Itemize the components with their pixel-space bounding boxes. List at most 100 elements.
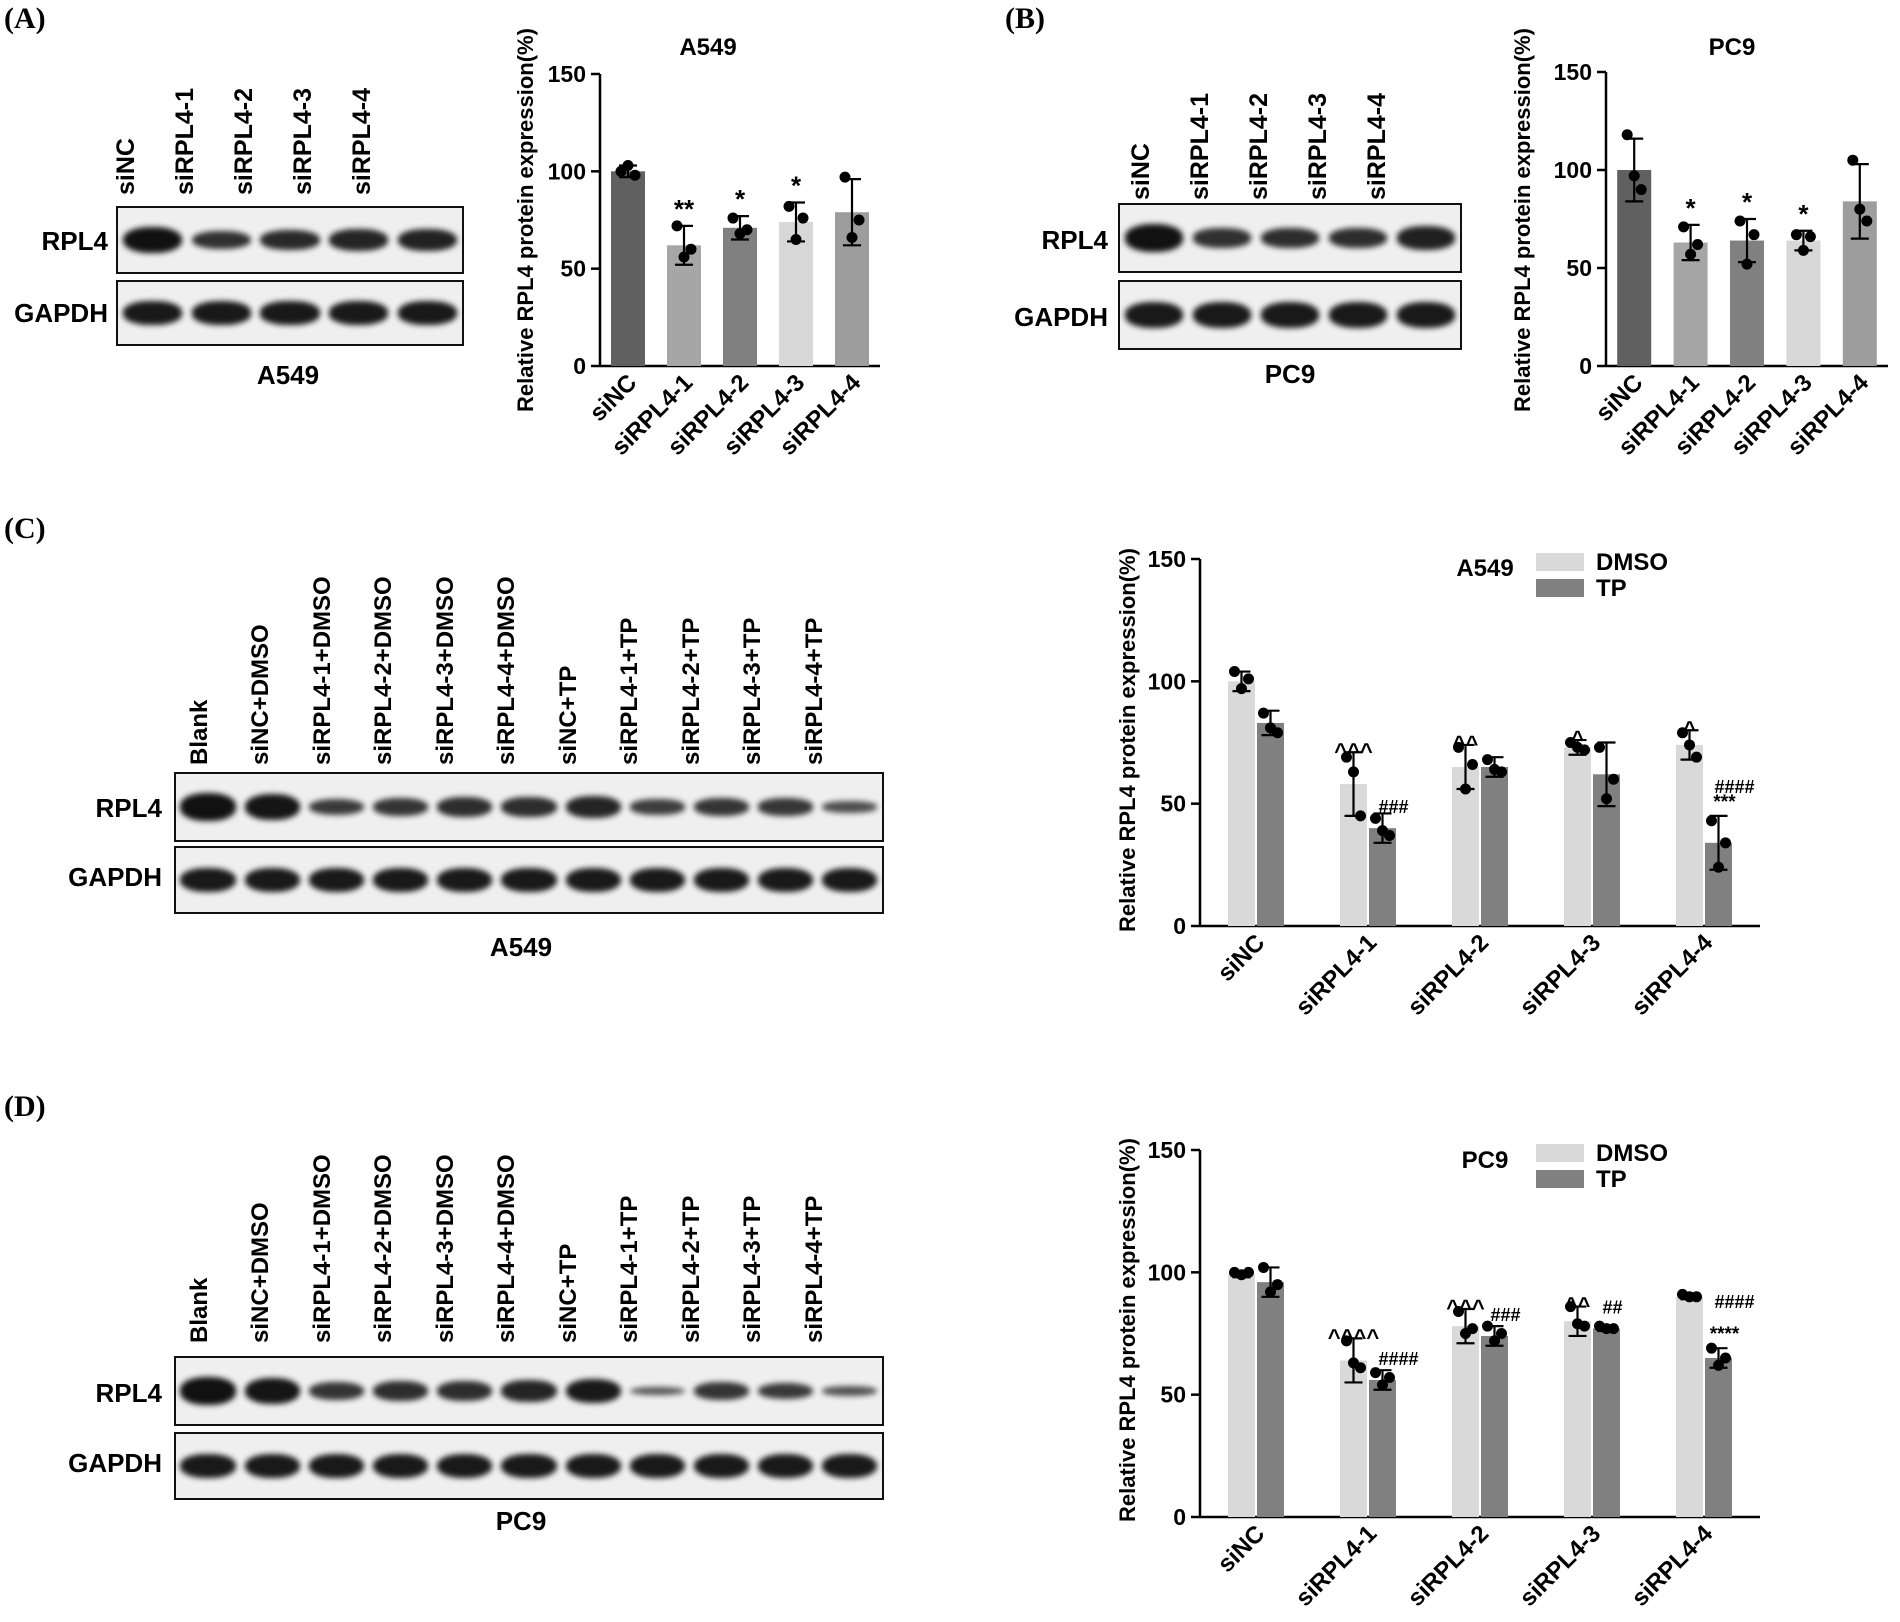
legend-swatch-tp	[1536, 1170, 1584, 1188]
lane-label: siRPL4-1+DMSO	[308, 1154, 336, 1343]
blot-band	[693, 867, 750, 893]
data-point	[1341, 1335, 1352, 1347]
data-point	[1720, 1352, 1731, 1364]
panel-label-a: (A)	[4, 2, 46, 35]
data-point	[1348, 766, 1359, 778]
significance-annotation: *	[1686, 193, 1697, 223]
panel-label-b: (B)	[1005, 2, 1045, 35]
blot-band	[191, 230, 251, 250]
data-point	[1748, 229, 1760, 241]
y-axis-label: Relative RPL4 protein expression(%)	[1115, 548, 1140, 932]
lane-label: siNC	[112, 138, 140, 195]
y-tick-label: 0	[1173, 913, 1186, 939]
lane-label: siRPL4-4	[348, 88, 376, 195]
tp-bar	[1481, 766, 1508, 926]
blot-band	[501, 797, 557, 817]
data-point	[622, 159, 634, 171]
lane-label: siRPL4-2+TP	[677, 1195, 705, 1343]
blot-band	[822, 1453, 878, 1479]
panel-label-c: (C)	[4, 512, 46, 545]
blot-band	[373, 1381, 429, 1401]
lane-label: siNC+TP	[554, 665, 582, 765]
blot-band	[822, 801, 878, 813]
blot-band	[1328, 228, 1388, 248]
data-point	[1496, 766, 1507, 778]
data-point	[1377, 1379, 1388, 1391]
data-point	[1691, 751, 1702, 763]
y-tick-label: 150	[1554, 59, 1592, 85]
data-point	[1243, 1266, 1254, 1278]
data-point	[1265, 1286, 1276, 1298]
tp-bar	[1369, 828, 1396, 926]
data-point	[1713, 861, 1724, 873]
data-point	[1677, 727, 1688, 739]
blot-band	[1260, 228, 1320, 248]
tp-bar	[1369, 1379, 1396, 1517]
data-point	[1384, 1372, 1395, 1384]
data-point	[1272, 727, 1283, 739]
data-point	[1861, 215, 1873, 227]
lane-label: siRPL4-1+DMSO	[308, 576, 336, 765]
y-tick-label: 50	[1160, 1382, 1186, 1408]
data-point	[1691, 1291, 1702, 1303]
tp-bar	[1593, 1328, 1620, 1517]
y-tick-label: 50	[560, 256, 586, 282]
significance-annotation: **	[674, 194, 695, 224]
data-point	[678, 251, 690, 263]
y-tick-label: 100	[1148, 1259, 1186, 1285]
blot-c-gapdh-label: GAPDH	[68, 862, 162, 892]
blot-b-rpl4-label: RPL4	[1041, 225, 1108, 255]
data-point	[1713, 1359, 1724, 1371]
blot-band	[501, 867, 557, 893]
significance-annotation: ####	[1715, 777, 1755, 797]
y-axis-label: Relative RPL4 protein expression(%)	[513, 28, 538, 412]
significance-annotation: ^^	[1565, 1293, 1591, 1318]
x-tick-label: siRPL4-4	[1627, 1520, 1719, 1612]
lane-label: siRPL4-2+DMSO	[370, 1154, 398, 1343]
lane-label: siNC	[1127, 143, 1155, 200]
data-point	[1720, 837, 1731, 849]
lane-label: siRPL4-3+DMSO	[431, 576, 459, 765]
tp-bar	[1257, 722, 1284, 926]
single-bar	[1617, 170, 1652, 366]
blot-band	[308, 1381, 365, 1400]
data-point	[1460, 783, 1471, 795]
dmso-bar	[1228, 681, 1255, 926]
data-point	[1355, 810, 1366, 822]
lane-label: siRPL4-1+TP	[616, 1195, 644, 1343]
data-point	[1684, 739, 1695, 751]
data-point	[629, 169, 641, 181]
lane-label: siRPL4-3+DMSO	[431, 1154, 459, 1343]
blot-a-gapdh-strip	[116, 280, 464, 346]
data-point	[1601, 793, 1612, 805]
panel-label-d: (D)	[4, 1090, 46, 1123]
blot-band	[180, 1377, 236, 1405]
blot-band	[693, 1453, 750, 1479]
blot-d-title: PC9	[495, 1506, 547, 1536]
single-bar	[611, 171, 645, 366]
blot-band	[1192, 302, 1252, 328]
legend-swatch-dmso	[1536, 1144, 1584, 1162]
data-point	[1706, 1342, 1717, 1354]
data-point	[790, 233, 802, 245]
chart-title: PC9	[1709, 34, 1756, 61]
significance-annotation: ***	[1713, 792, 1736, 813]
dmso-bar	[1676, 744, 1703, 926]
blot-band	[329, 229, 389, 251]
tp-bar	[1257, 1282, 1284, 1517]
blot-band	[244, 1453, 300, 1479]
data-point	[1229, 666, 1240, 678]
blot-band	[437, 1381, 493, 1401]
x-tick-label: siRPL4-1	[1291, 1520, 1383, 1612]
y-tick-label: 150	[1148, 1137, 1186, 1163]
data-point	[1790, 229, 1802, 241]
significance-annotation: ####	[1715, 1292, 1755, 1312]
blot-band	[758, 867, 814, 893]
blot-band	[373, 797, 429, 816]
blot-band	[180, 793, 236, 821]
blot-band	[244, 867, 300, 893]
data-point	[1628, 170, 1640, 182]
x-tick-label: siRPL4-2	[1403, 1520, 1495, 1612]
